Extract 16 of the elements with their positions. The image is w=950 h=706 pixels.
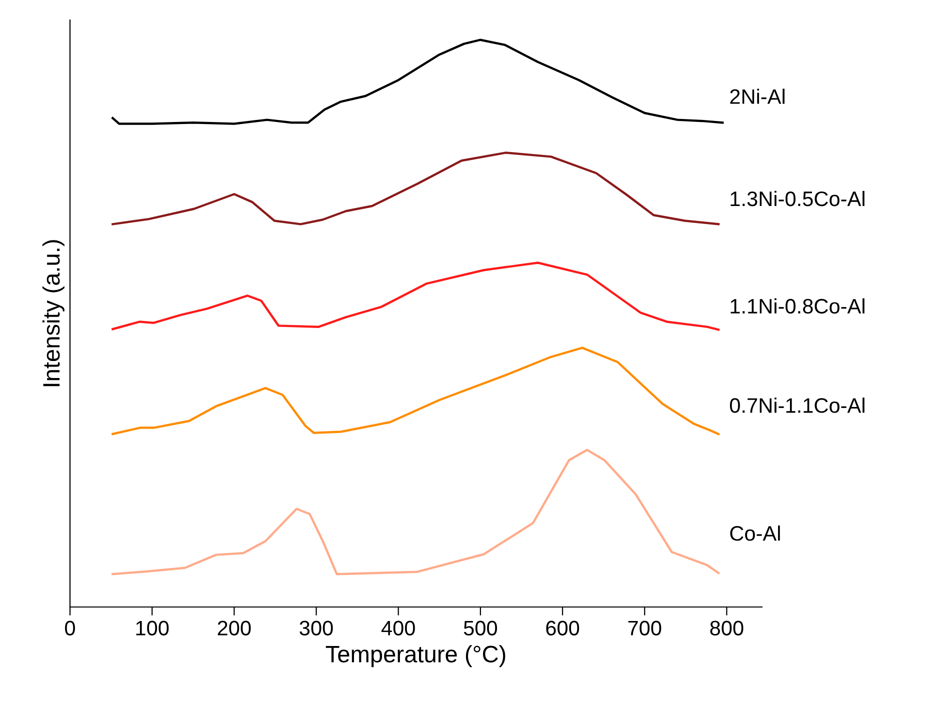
x-tick-label: 400 (381, 620, 415, 636)
x-axis-title: Temperature (°C) (326, 645, 506, 668)
series-label: 1.1Ni-0.8Co-Al (730, 298, 864, 314)
x-tick-label: 800 (710, 620, 744, 636)
x-tick-label: 700 (628, 620, 662, 636)
x-tick-label: 600 (546, 620, 580, 636)
series-label: Co-Al (730, 525, 780, 541)
x-tick-label: 200 (218, 620, 251, 636)
x-tick-label: 0 (65, 620, 75, 636)
series-label: 0.7Ni-1.1Co-Al (730, 398, 864, 413)
series-label: 1.3Ni-0.5Co-Al (730, 190, 864, 206)
y-axis-title: Intensity (a.u.) (42, 240, 64, 386)
x-tick-label: 100 (136, 620, 169, 636)
x-tick-label: 300 (300, 620, 333, 636)
series-label: 2Ni-Al (730, 88, 784, 104)
x-tick-label: 500 (464, 620, 498, 636)
